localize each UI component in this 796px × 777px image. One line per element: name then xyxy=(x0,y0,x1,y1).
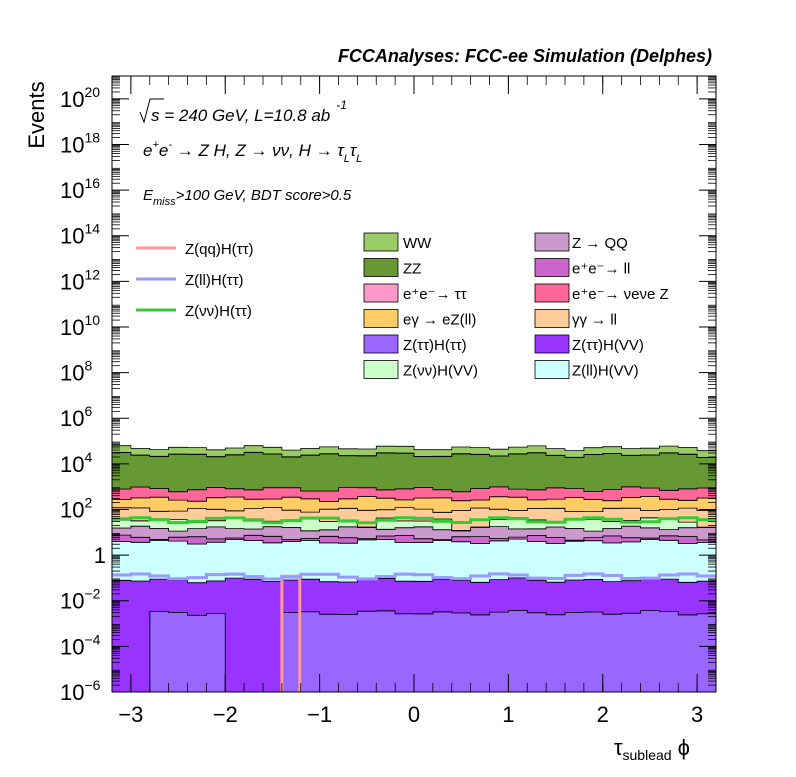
y-tick-label: 10−2 xyxy=(60,586,101,614)
x-tick-label: 2 xyxy=(597,702,609,727)
y-tick-label: 1020 xyxy=(60,84,100,112)
y-tick-label: 10−4 xyxy=(60,631,101,659)
y-tick-label: 1016 xyxy=(60,175,100,203)
legend-label-e-e-ll: e⁺e⁻→ ll xyxy=(572,261,630,278)
legend-label-z-qq-h: Z(qq)H(ττ) xyxy=(185,241,254,258)
legend-swatch-z-h-vv xyxy=(534,334,570,354)
legend: Z(qq)H(ττ) Z(ll)H(ττ) Z(νν)H(ττ) WW ZZ e⁺e⁻→ … xyxy=(136,232,669,380)
annotation-energy-lumi: s = 240 GeV, L=10.8 ab-1 xyxy=(151,98,347,125)
legend-label-e-ez-ll: eγ → eZ(ll) xyxy=(403,312,476,329)
stack-band-zz xyxy=(112,452,716,493)
legend-label-z-h-vv: Z(ττ)H(VV) xyxy=(572,337,644,354)
y-tick-label: 1 xyxy=(94,543,106,568)
x-tick-label: −2 xyxy=(213,702,238,727)
legend-label-z-h: Z(νν)H(ττ) xyxy=(185,303,252,320)
x-tick-label: −3 xyxy=(118,702,143,727)
y-tick-label: 1018 xyxy=(60,129,100,157)
x-tick-label: 0 xyxy=(408,702,420,727)
y-axis-label: Events xyxy=(24,81,49,148)
y-tick-label: 104 xyxy=(60,449,92,477)
legend-swatch-z-h-vv xyxy=(363,360,399,379)
legend-swatch-z-qq xyxy=(534,232,570,252)
y-tick-label: 10−6 xyxy=(60,677,101,705)
legend-swatch-z-h xyxy=(363,334,399,354)
legend-label-ww: WW xyxy=(403,235,432,252)
y-tick-label: 1014 xyxy=(60,221,100,249)
legend-swatch-e-e-ll xyxy=(534,258,570,277)
legend-label-e-e: e⁺e⁻→ ττ xyxy=(403,286,467,303)
overlay-line-z-h xyxy=(112,516,716,525)
sqrt-icon xyxy=(139,98,164,124)
y-tick-label: 102 xyxy=(60,494,92,522)
legend-label-zz: ZZ xyxy=(403,261,421,278)
x-tick-label: 1 xyxy=(502,702,514,727)
legend-swatch-z-ll-h-vv xyxy=(534,360,570,379)
chart-title: FCCAnalyses: FCC-ee Simulation (Delphes) xyxy=(338,46,712,66)
x-tick-label: 3 xyxy=(691,702,703,727)
x-axis-label: τsublead ϕ xyxy=(614,735,690,763)
y-tick-label: 106 xyxy=(60,403,92,431)
x-tick-label: −1 xyxy=(307,702,332,727)
legend-label-ll: γγ → ll xyxy=(572,312,617,329)
legend-label-z-qq: Z → QQ xyxy=(572,235,628,252)
axes: 10−610−410−21102104106108101010121014101… xyxy=(60,76,717,727)
legend-swatch-e-e-e-e-z xyxy=(534,283,570,303)
y-tick-label: 1012 xyxy=(60,266,100,294)
stack-band-ww xyxy=(112,445,716,458)
legend-label-e-e-e-e-z: e⁺e⁻→ νeνe Z xyxy=(572,286,669,303)
annotation-block: s = 240 GeV, L=10.8 ab-1 e+e- → Z H, Z →… xyxy=(139,98,362,208)
y-tick-label: 108 xyxy=(60,358,92,386)
legend-swatch-ll xyxy=(534,309,570,328)
legend-label-z-h: Z(ττ)H(ττ) xyxy=(403,337,467,354)
legend-label-z-h-vv: Z(νν)H(VV) xyxy=(403,363,478,380)
y-tick-label: 1010 xyxy=(60,312,100,340)
stack-layer xyxy=(112,445,716,692)
annotation-process: e+e- → Z H, Z → νν, H → τLτL xyxy=(143,139,362,165)
overlay-line-z-ll-h xyxy=(112,572,716,581)
legend-swatch-ww xyxy=(363,232,399,252)
legend-swatch-e-ez-ll xyxy=(363,309,399,328)
legend-swatch-e-e xyxy=(363,283,399,303)
annotation-selection: Emiss>100 GeV, BDT score>0.5 xyxy=(143,187,352,208)
legend-label-z-ll-h: Z(ll)H(ττ) xyxy=(185,272,244,289)
overlay-layer xyxy=(112,516,716,692)
legend-label-z-ll-h-vv: Z(ll)H(VV) xyxy=(572,363,639,380)
legend-swatch-zz xyxy=(363,258,399,277)
